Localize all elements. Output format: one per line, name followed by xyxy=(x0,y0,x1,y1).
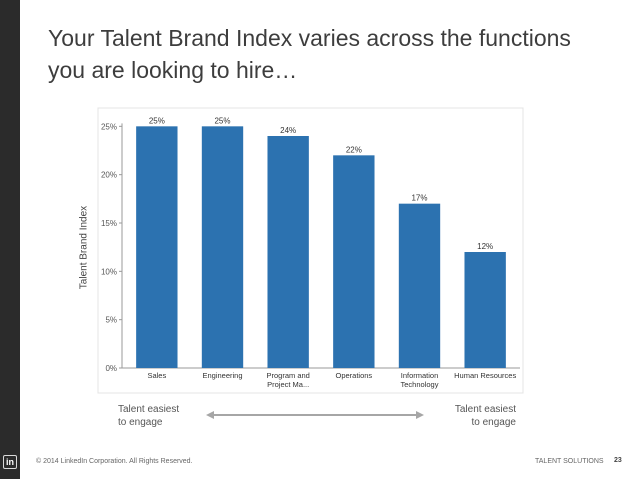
engage-left-line-1: Talent easiest xyxy=(118,404,180,415)
y-tick-label: 0% xyxy=(105,364,117,373)
x-category-label: Project Ma... xyxy=(267,380,309,389)
y-tick-label: 15% xyxy=(101,219,117,228)
linkedin-logo: in xyxy=(3,455,17,469)
y-tick-label: 10% xyxy=(101,267,117,276)
footer-copyright: © 2014 LinkedIn Corporation. All Rights … xyxy=(36,458,193,465)
bar-data-label: 22% xyxy=(346,145,362,154)
arrow-right-head xyxy=(416,411,424,419)
y-tick-label: 25% xyxy=(101,122,117,131)
bar-data-label: 25% xyxy=(149,116,165,125)
bar xyxy=(398,203,441,368)
bar-data-label: 25% xyxy=(214,116,230,125)
y-tick-label: 5% xyxy=(105,316,117,325)
bar xyxy=(464,252,506,368)
x-category-label: Technology xyxy=(401,380,439,389)
x-category-label: Human Resources xyxy=(454,371,516,380)
bar xyxy=(267,136,309,368)
x-category-label: Operations xyxy=(335,371,372,380)
title-line-1: Your Talent Brand Index varies across th… xyxy=(48,25,571,51)
x-category-label: Information xyxy=(401,371,439,380)
engage-left-line-2: to engage xyxy=(118,417,163,428)
bar xyxy=(333,155,375,368)
engage-right-line-1: Talent easiest xyxy=(454,404,516,415)
bar-data-label: 24% xyxy=(280,126,296,135)
bar-data-label: 17% xyxy=(411,194,427,203)
x-category-label: Engineering xyxy=(202,371,242,380)
engage-right-line-2: to engage xyxy=(471,417,517,428)
y-tick-label: 20% xyxy=(101,171,117,180)
x-category-label: Program and xyxy=(266,371,309,380)
arrow-left-head xyxy=(206,411,214,419)
engage-label-left: Talent easiest to engage xyxy=(118,403,179,429)
footer-brand: TALENT SOLUTIONS xyxy=(535,458,604,465)
left-sidebar xyxy=(0,0,20,479)
slide-title: Your Talent Brand Index varies across th… xyxy=(48,22,608,86)
bar-data-label: 12% xyxy=(477,242,493,251)
y-axis-label: Talent Brand Index xyxy=(78,205,90,290)
bar xyxy=(136,126,178,368)
x-category-label: Sales xyxy=(147,371,166,380)
bar xyxy=(201,126,244,368)
page-number: 23 xyxy=(614,457,622,464)
engage-label-right: Talent easiest to engage xyxy=(430,403,516,429)
title-line-2: you are looking to hire… xyxy=(48,57,298,83)
